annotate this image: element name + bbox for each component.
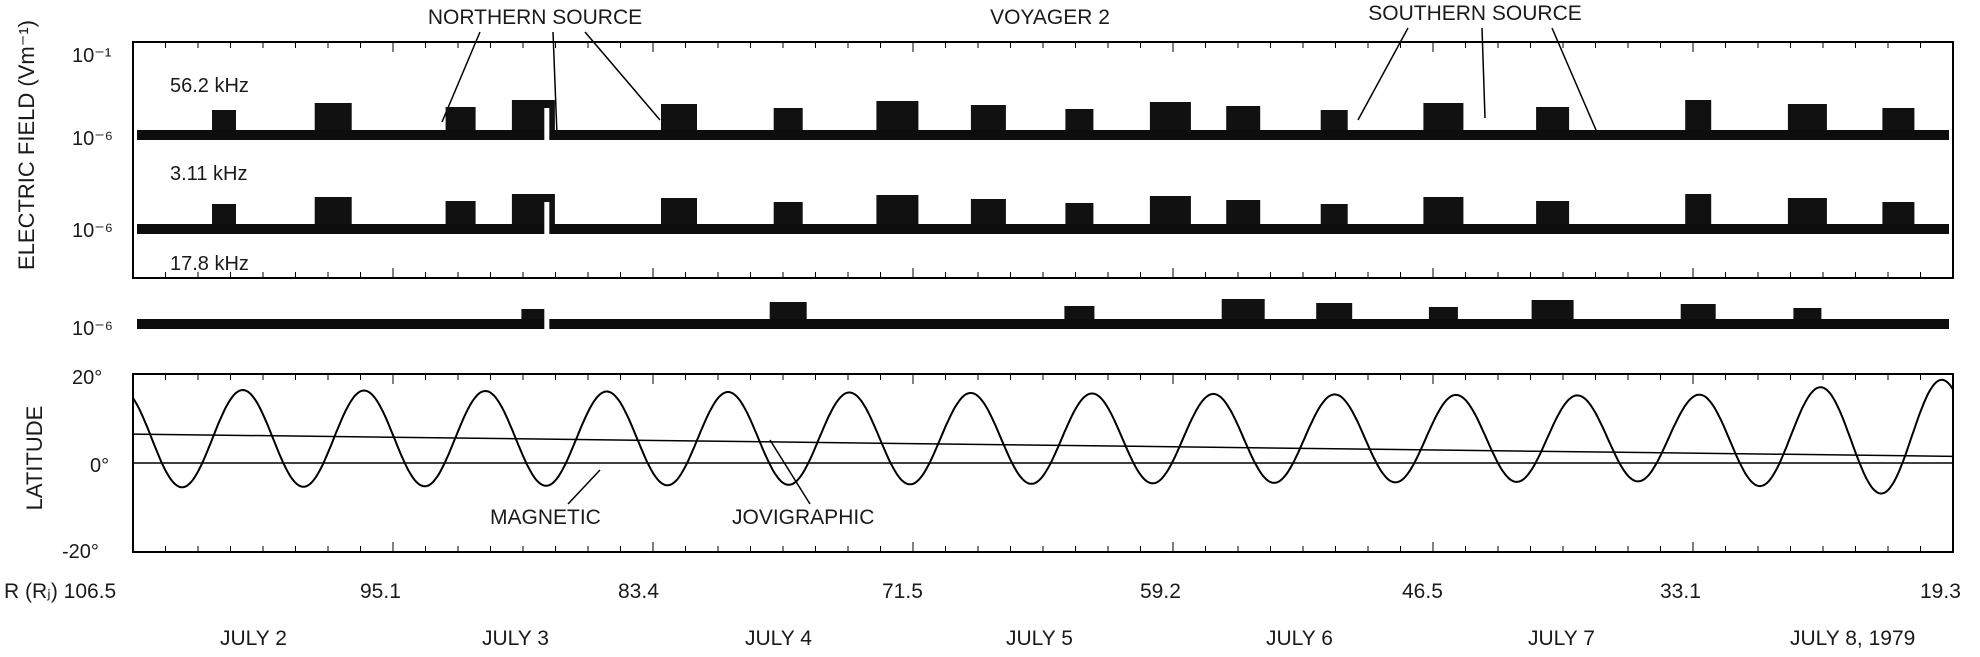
tick-10-1: 10⁻¹	[72, 45, 112, 67]
jovigraphic-arrow	[769, 439, 811, 505]
panel-label-56: 56.2 kHz	[170, 75, 249, 97]
data-gap	[544, 297, 550, 333]
data-gap	[544, 108, 550, 144]
burst	[1065, 203, 1094, 224]
burst	[1793, 308, 1822, 319]
lat-tick-0: 0°	[90, 455, 109, 477]
lat-tick-m20: -20°	[62, 541, 99, 563]
efield-axis-label: ELECTRIC FIELD (Vm⁻¹)	[14, 20, 39, 270]
tick-10-6-b: 10⁻⁶	[72, 220, 113, 242]
latitude-plot	[132, 378, 1954, 505]
burst	[876, 195, 919, 224]
panel-label-17: 17.8 kHz	[170, 253, 249, 275]
burst	[769, 302, 807, 319]
burst	[1221, 299, 1265, 319]
annotation-southern-source: SOUTHERN SOURCE	[1368, 2, 1582, 25]
burst	[521, 309, 546, 319]
burst	[661, 198, 697, 224]
tick-10-6-c: 10⁻⁶	[72, 318, 113, 340]
burst	[1428, 307, 1458, 319]
burst	[1531, 300, 1574, 319]
date-july-5: JULY 5	[1006, 627, 1073, 650]
burst	[1685, 194, 1712, 224]
baseline-band	[137, 130, 1949, 140]
data-gap	[544, 202, 550, 238]
jovigraphic-curve	[132, 433, 1954, 458]
x-tick-6: 33.1	[1660, 580, 1701, 603]
x-tick-5: 46.5	[1402, 580, 1443, 603]
annotation-arrows	[441, 27, 1597, 136]
burst	[1423, 103, 1464, 130]
burst	[1882, 108, 1915, 130]
burst	[445, 201, 476, 224]
burst	[970, 105, 1006, 130]
latitude-axis-label: LATITUDE	[22, 406, 47, 511]
series-label-magnetic: MAGNETIC	[490, 506, 601, 529]
x-tick-2: 83.4	[618, 580, 659, 603]
panel-label-3: 3.11 kHz	[170, 163, 247, 185]
burst	[1320, 204, 1348, 224]
x-tick-7: 19.3	[1920, 580, 1961, 603]
burst	[1149, 196, 1191, 224]
date-july-7: JULY 7	[1528, 627, 1595, 650]
x-tick-0: R (Rⱼ) 106.5	[4, 580, 116, 603]
baseline-band	[137, 224, 1949, 234]
burst	[1320, 110, 1348, 130]
burst	[212, 110, 236, 130]
burst	[314, 197, 352, 224]
efield-panel-0	[137, 100, 1949, 144]
date-july-6: JULY 6	[1266, 627, 1333, 650]
efield-panel-1	[137, 194, 1949, 238]
burst	[970, 199, 1006, 224]
date-july-4: JULY 4	[745, 627, 812, 650]
burst	[1787, 104, 1827, 130]
burst	[661, 104, 697, 130]
burst	[1423, 197, 1464, 224]
burst	[1882, 202, 1915, 224]
burst	[1226, 106, 1261, 130]
burst	[1064, 306, 1095, 319]
burst	[1787, 198, 1827, 224]
efield-frame	[132, 41, 1954, 279]
tick-10-6-a: 10⁻⁶	[72, 128, 113, 150]
x-tick-1: 95.1	[360, 580, 401, 603]
efield-panel-2	[137, 297, 1949, 333]
lat-tick-20: 20°	[72, 367, 102, 389]
burst	[314, 103, 352, 130]
burst	[1316, 303, 1353, 319]
axis-ticks	[132, 42, 1954, 552]
chart-title: VOYAGER 2	[990, 6, 1110, 29]
burst	[1536, 201, 1570, 224]
burst	[1685, 100, 1712, 130]
baseline-band	[137, 319, 1949, 329]
burst	[445, 107, 476, 130]
burst	[773, 108, 803, 130]
date-july-3: JULY 3	[482, 627, 549, 650]
series-label-jovigraphic: JOVIGRAPHIC	[732, 506, 874, 529]
efield-traces	[137, 100, 1949, 333]
burst	[1065, 109, 1094, 130]
x-tick-4: 59.2	[1140, 580, 1181, 603]
burst	[1680, 304, 1716, 319]
annotation-northern-source: NORTHERN SOURCE	[428, 6, 642, 29]
burst	[1536, 107, 1570, 130]
date-july-2: JULY 2	[220, 627, 287, 650]
burst	[1226, 200, 1261, 224]
magnetic-arrow	[567, 469, 601, 505]
date-july-8: JULY 8, 1979	[1790, 627, 1915, 650]
burst	[212, 204, 236, 224]
burst	[876, 101, 919, 130]
x-tick-3: 71.5	[882, 580, 923, 603]
magnetic-curve	[132, 378, 1954, 495]
burst	[773, 202, 803, 224]
burst	[1149, 102, 1191, 130]
